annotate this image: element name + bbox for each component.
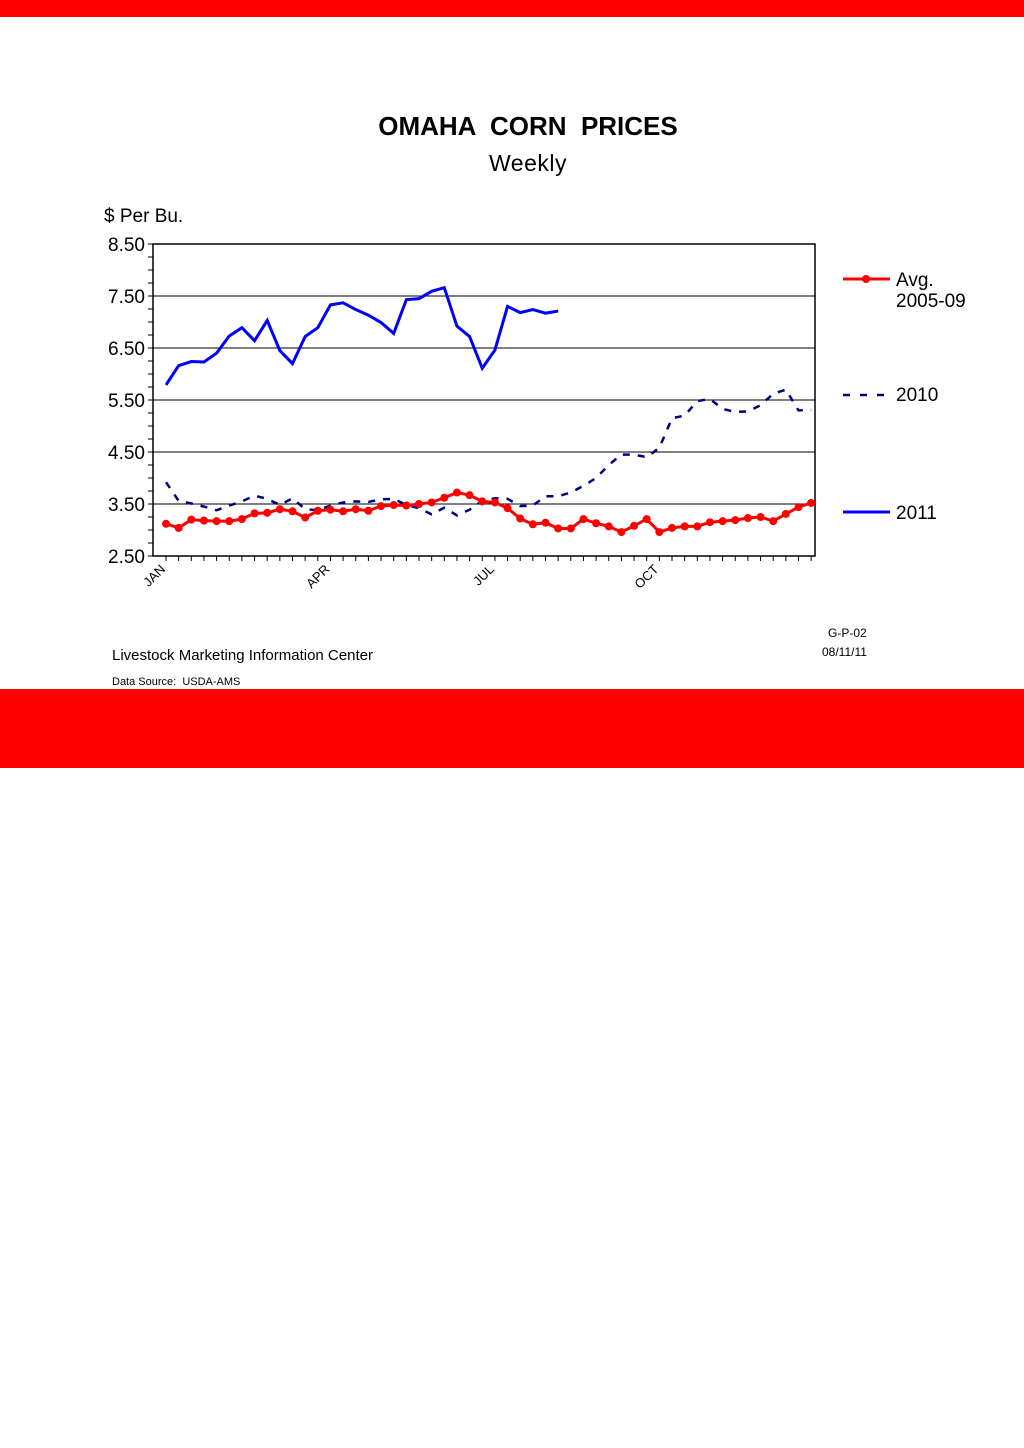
chart-id: G-P-02 (828, 626, 867, 640)
avg-data-point (174, 523, 183, 532)
avg-data-point (604, 522, 613, 531)
legend-label-2011: 2011 (896, 503, 937, 524)
avg-data-point (528, 520, 537, 529)
avg-data-point (668, 523, 676, 532)
chart-title: OMAHA CORN PRICES (378, 111, 678, 141)
avg-data-point (275, 505, 284, 514)
avg-data-point (377, 502, 386, 511)
y-tick-label: 3.50 (108, 495, 145, 516)
y-tick-label: 8.50 (108, 235, 145, 256)
legend-label-avg: Avg. 2005-09 (896, 270, 966, 312)
chart-date: 08/11/11 (822, 645, 867, 659)
avg-data-point (781, 509, 790, 518)
avg-data-point (162, 519, 170, 528)
avg-data-point (516, 514, 525, 523)
avg-data-point (313, 506, 322, 515)
avg-data-point (592, 519, 601, 528)
avg-data-point (490, 498, 499, 507)
y-tick-label: 4.50 (108, 443, 145, 464)
avg-data-point (187, 515, 196, 524)
chart-subtitle: Weekly (489, 150, 567, 176)
avg-data-point (554, 524, 563, 533)
y-tick-label: 2.50 (108, 547, 145, 568)
avg-data-point (769, 517, 778, 526)
y-tick-label: 5.50 (108, 391, 145, 412)
x-tick-label: JUL (470, 562, 497, 589)
avg-data-point (263, 508, 272, 517)
avg-data-point (478, 497, 487, 506)
avg-data-point (794, 503, 803, 512)
avg-data-point (630, 521, 639, 530)
avg-data-point (364, 506, 373, 515)
series-line-avg (165, 490, 812, 534)
avg-data-point (402, 501, 411, 510)
avg-data-point (541, 518, 550, 527)
avg-data-point (807, 498, 816, 507)
avg-data-point (212, 517, 221, 526)
bottom-red-banner: Iowa State University University Extensi… (0, 689, 1024, 1447)
top-red-banner (0, 0, 1024, 17)
university-extension-text: University Extension (26, 1426, 187, 1447)
university-logo-text: Iowa State University (26, 1396, 270, 1425)
avg-data-point (225, 517, 234, 526)
avg-data-point (250, 509, 259, 518)
avg-data-point (617, 528, 626, 537)
avg-data-point (389, 501, 398, 510)
avg-data-point (301, 513, 310, 522)
avg-data-point (199, 516, 208, 525)
series-line-2010 (164, 388, 812, 517)
avg-data-point (693, 522, 702, 531)
avg-data-point (339, 507, 348, 516)
avg-data-point (415, 500, 423, 508)
avg-data-point (756, 513, 765, 521)
avg-data-point (705, 518, 714, 527)
avg-data-point (743, 514, 752, 523)
x-tick-label: OCT (631, 561, 661, 591)
organization-name: Livestock Marketing Information Center (112, 647, 373, 664)
legend-marker-avg (862, 275, 870, 283)
y-tick-label: 7.50 (108, 287, 145, 308)
x-tick-label: APR (303, 562, 333, 592)
y-tick-label: 6.50 (108, 339, 145, 360)
avg-data-point (503, 504, 512, 513)
avg-data-point (579, 515, 588, 524)
avg-data-point (440, 493, 449, 502)
avg-data-point (566, 524, 575, 533)
avg-data-point (237, 515, 246, 524)
y-axis-label: $ Per Bu. (104, 206, 184, 227)
avg-data-point (465, 491, 474, 500)
avg-data-point (642, 515, 651, 524)
avg-data-point (655, 528, 664, 537)
data-source: Data Source: USDA-AMS (112, 676, 241, 688)
avg-data-point (351, 505, 360, 514)
legend-label-2010: 2010 (896, 385, 939, 406)
avg-data-point (326, 505, 335, 514)
series-line-2011 (164, 285, 559, 386)
avg-data-point (452, 488, 461, 497)
avg-data-point (680, 522, 689, 531)
avg-data-point (427, 498, 436, 507)
avg-data-point (731, 516, 740, 525)
avg-data-point (288, 507, 297, 516)
avg-data-point (718, 517, 727, 526)
